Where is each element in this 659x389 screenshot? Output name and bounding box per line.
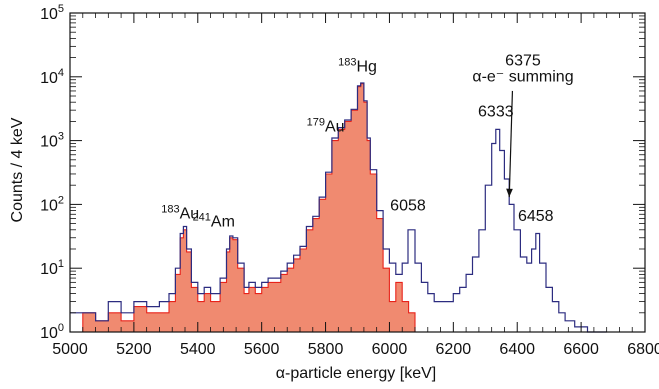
- peak-label-2: 183Au: [161, 204, 199, 223]
- peak-label-5: 6333: [478, 103, 514, 120]
- peak-label-0: 183Hg: [338, 57, 377, 76]
- y-axis-label: Counts / 4 keV: [9, 117, 26, 222]
- y-tick-label-1000: 103: [40, 131, 64, 151]
- peak-label-3: 241Am: [193, 212, 235, 231]
- x-tick-label-5200: 5200: [116, 341, 152, 358]
- x-tick-label-6600: 6600: [563, 341, 599, 358]
- x-tick-label-5800: 5800: [308, 341, 344, 358]
- peak-label-4: 6058: [390, 198, 426, 215]
- x-tick-label-5400: 5400: [180, 341, 216, 358]
- x-tick-label-6200: 6200: [436, 341, 472, 358]
- peak-label-6: 6375: [505, 53, 541, 70]
- summing-arrow: [508, 90, 514, 198]
- x-tick-label-6400: 6400: [499, 341, 535, 358]
- plot-frame: [69, 12, 646, 333]
- peak-label-8: 6458: [518, 208, 554, 225]
- x-axis-label: α-particle energy [keV]: [276, 365, 436, 382]
- peak-label-1: 179Au: [307, 116, 345, 135]
- x-tick-label-5000: 5000: [52, 341, 88, 358]
- peak-label-7: α-e⁻ summing: [472, 68, 573, 85]
- x-tick-label-5600: 5600: [244, 341, 280, 358]
- series-0-fill: [70, 83, 415, 332]
- y-tick-label-100: 102: [40, 194, 64, 214]
- y-tick-label-1: 100: [40, 322, 64, 342]
- summing-arrow-head: [506, 188, 513, 198]
- y-tick-label-10: 101: [40, 258, 64, 278]
- axes: 5000 5200 5400 5600 5800 6000 6200 6400 6600 6800…: [40, 3, 659, 358]
- x-tick-label-6800: 6800: [627, 341, 659, 358]
- y-tick-label-100000: 105: [40, 3, 64, 23]
- x-tick-label-6000: 6000: [372, 341, 408, 358]
- y-tick-label-10000: 104: [40, 67, 64, 87]
